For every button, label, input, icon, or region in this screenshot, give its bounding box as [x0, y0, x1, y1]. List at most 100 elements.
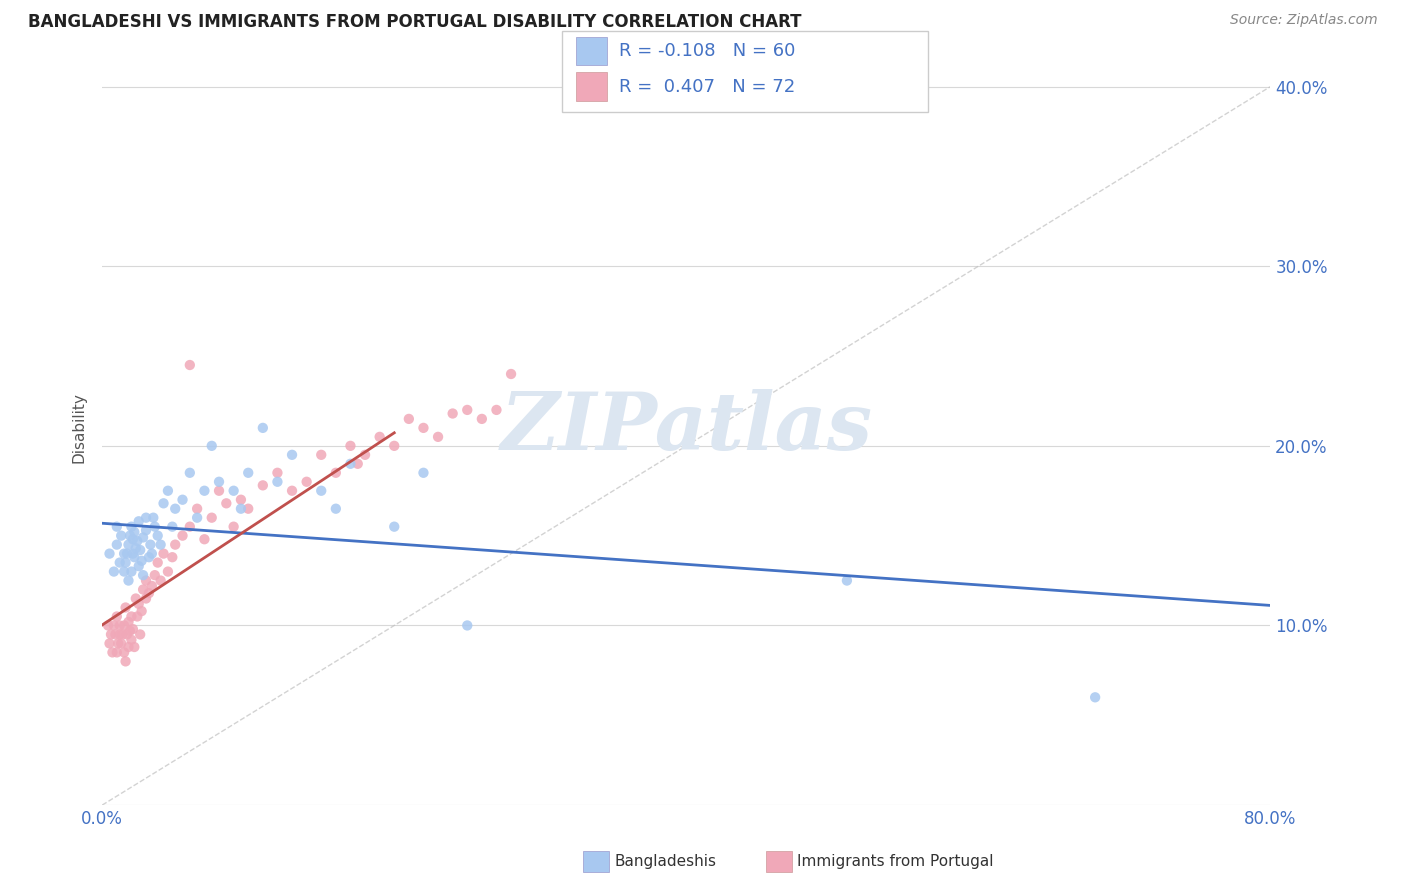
Point: [120, 632, 142, 647]
Point: [179, 466, 201, 480]
Point: [128, 514, 150, 528]
Point: [135, 523, 157, 537]
Point: [143, 519, 166, 533]
Point: [346, 457, 368, 471]
Point: [229, 501, 252, 516]
Text: R = -0.108   N = 60: R = -0.108 N = 60: [619, 42, 794, 60]
Point: [325, 501, 347, 516]
Point: [146, 529, 169, 543]
Point: [135, 574, 157, 588]
Point: [441, 407, 464, 421]
Point: [139, 538, 162, 552]
Point: [117, 574, 139, 588]
Point: [105, 609, 128, 624]
Point: [131, 554, 153, 568]
Point: [295, 475, 318, 489]
Point: [165, 538, 187, 552]
Point: [208, 483, 231, 498]
Point: [208, 475, 231, 489]
Point: [129, 543, 152, 558]
Text: ZIPatlas: ZIPatlas: [501, 389, 872, 467]
Point: [138, 550, 160, 565]
Point: [238, 466, 260, 480]
Point: [108, 627, 131, 641]
Point: [309, 448, 332, 462]
Point: [222, 483, 245, 498]
Point: [124, 550, 146, 565]
Point: [149, 538, 172, 552]
Point: [156, 565, 179, 579]
Point: [127, 609, 149, 624]
Point: [103, 565, 125, 579]
Point: [354, 448, 377, 462]
Point: [131, 604, 153, 618]
Point: [120, 565, 142, 579]
Point: [120, 609, 142, 624]
Point: [97, 618, 120, 632]
Point: [138, 586, 160, 600]
Point: [412, 421, 434, 435]
Point: [266, 466, 288, 480]
Point: [105, 645, 128, 659]
Point: [215, 496, 238, 510]
Point: [114, 600, 136, 615]
Point: [485, 403, 508, 417]
Point: [382, 439, 405, 453]
Point: [128, 597, 150, 611]
Point: [172, 492, 194, 507]
Point: [128, 559, 150, 574]
Point: [152, 547, 174, 561]
Point: [110, 529, 132, 543]
Point: [100, 627, 122, 641]
Point: [107, 636, 129, 650]
Point: [325, 466, 347, 480]
Point: [125, 541, 148, 556]
Point: [179, 519, 201, 533]
Point: [117, 615, 139, 629]
Point: [835, 574, 858, 588]
Point: [252, 478, 274, 492]
Point: [201, 510, 224, 524]
Point: [122, 622, 145, 636]
Point: [179, 358, 201, 372]
Point: [118, 529, 141, 543]
Point: [141, 579, 163, 593]
Point: [115, 547, 138, 561]
Point: [398, 412, 420, 426]
Point: [114, 654, 136, 668]
Point: [152, 496, 174, 510]
Text: Bangladeshis: Bangladeshis: [614, 855, 717, 869]
Point: [172, 529, 194, 543]
Point: [114, 556, 136, 570]
Point: [229, 492, 252, 507]
Point: [339, 457, 361, 471]
Point: [186, 510, 208, 524]
Point: [118, 624, 141, 638]
Point: [193, 483, 215, 498]
Point: [112, 565, 135, 579]
Point: [499, 367, 522, 381]
Point: [162, 519, 184, 533]
Point: [427, 430, 450, 444]
Point: [135, 510, 157, 524]
Point: [193, 533, 215, 547]
Point: [368, 430, 391, 444]
Point: [112, 645, 135, 659]
Point: [98, 636, 121, 650]
Point: [281, 483, 304, 498]
Point: [382, 519, 405, 533]
Point: [281, 448, 304, 462]
Point: [471, 412, 494, 426]
Point: [132, 582, 155, 597]
Point: [101, 645, 124, 659]
Point: [142, 510, 165, 524]
Point: [108, 556, 131, 570]
Point: [143, 568, 166, 582]
Point: [105, 538, 128, 552]
Point: [412, 466, 434, 480]
Y-axis label: Disability: Disability: [72, 392, 86, 463]
Point: [309, 483, 332, 498]
Point: [111, 627, 134, 641]
Point: [105, 519, 128, 533]
Point: [149, 574, 172, 588]
